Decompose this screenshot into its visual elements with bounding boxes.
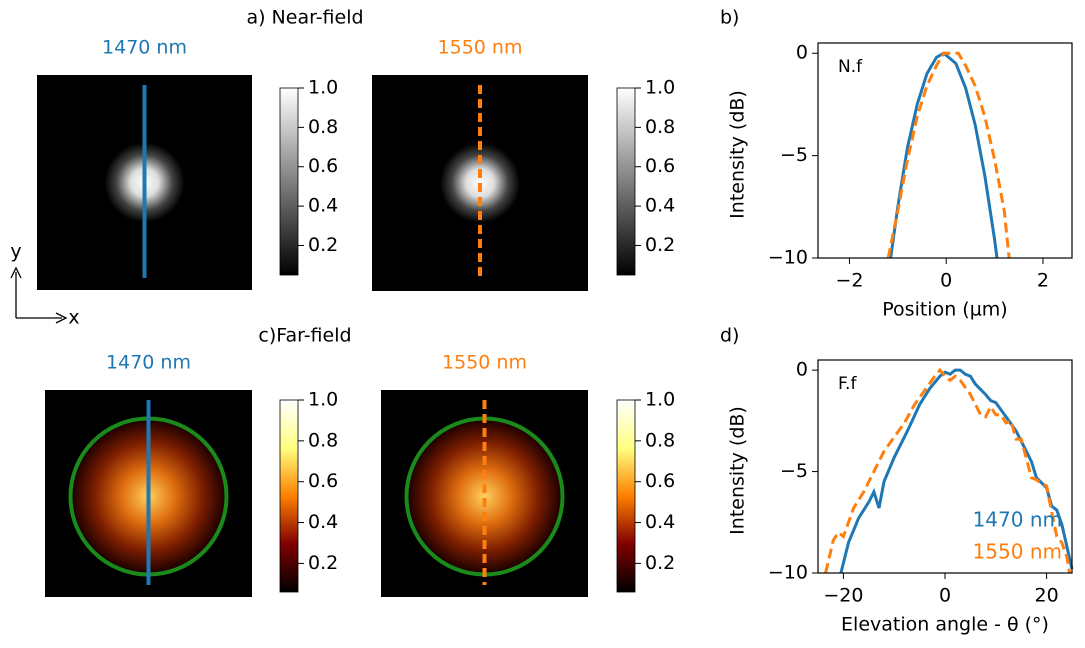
colorbar-tick-label: 1.0 bbox=[645, 77, 675, 99]
axis-glyph-label: x bbox=[68, 307, 79, 329]
x-tick-label: 0 bbox=[939, 585, 951, 607]
colorbar-tick-label: 0.8 bbox=[308, 429, 338, 451]
colorbar bbox=[616, 399, 636, 593]
panel-title: b) bbox=[720, 7, 739, 29]
colorbar-tick-label: 0.8 bbox=[645, 429, 675, 451]
plot-frame bbox=[817, 359, 1073, 574]
y-tick-label: 0 bbox=[796, 42, 808, 64]
colorbar-tick-label: 0.2 bbox=[308, 234, 338, 256]
colorbar-tick-label: 0.6 bbox=[308, 155, 338, 177]
colorbar-tick-label: 0.4 bbox=[645, 195, 675, 217]
colorbar bbox=[279, 399, 299, 593]
colorbar-tick-label: 0.6 bbox=[308, 470, 338, 492]
colorbar-tick-label: 0.4 bbox=[308, 511, 338, 533]
colorbar-tick-label: 0.2 bbox=[645, 234, 675, 256]
panel-title: c)Far-field bbox=[258, 325, 351, 347]
x-tick-label: −2 bbox=[835, 270, 863, 292]
plot-frame bbox=[817, 42, 1073, 259]
annotation: N.f bbox=[838, 57, 863, 77]
colorbar bbox=[279, 87, 299, 276]
colorbar-tick-label: 1.0 bbox=[308, 389, 338, 411]
image-title: 1470 nm bbox=[102, 37, 187, 59]
x-tick-label: −20 bbox=[823, 585, 863, 607]
y-tick-label: −10 bbox=[768, 247, 808, 269]
legend-label: 1470 nm bbox=[973, 508, 1062, 532]
image-title: 1470 nm bbox=[106, 352, 191, 374]
beam-spot bbox=[408, 420, 561, 573]
x-tick-label: 2 bbox=[1037, 270, 1049, 292]
annotation: F.f bbox=[838, 374, 857, 394]
colorbar bbox=[616, 87, 636, 276]
colorbar-tick-label: 0.2 bbox=[645, 552, 675, 574]
colorbar-tick-label: 0.8 bbox=[645, 116, 675, 138]
line-series bbox=[886, 51, 1011, 259]
colorbar-tick-label: 1.0 bbox=[308, 77, 338, 99]
line-series bbox=[889, 51, 999, 259]
y-tick-label: 0 bbox=[796, 359, 808, 381]
colorbar-tick-label: 0.6 bbox=[645, 155, 675, 177]
colorbar-tick-label: 1.0 bbox=[645, 389, 675, 411]
axis-glyph: y x bbox=[10, 241, 79, 329]
colorbar-tick-label: 0.6 bbox=[645, 470, 675, 492]
y-axis-label: Intensity (dB) bbox=[727, 406, 749, 535]
panel-title: d) bbox=[720, 325, 739, 347]
line-series bbox=[839, 368, 1074, 574]
legend-label: 1550 nm bbox=[973, 540, 1062, 564]
colorbar-tick-label: 0.2 bbox=[308, 552, 338, 574]
image-title: 1550 nm bbox=[438, 37, 523, 59]
panel-title: a) Near-field bbox=[246, 7, 363, 29]
x-axis-label: Position (µm) bbox=[882, 299, 1007, 321]
x-axis-label: Elevation angle - θ (°) bbox=[841, 614, 1049, 636]
x-tick-label: 0 bbox=[940, 270, 952, 292]
line-series bbox=[824, 367, 1071, 574]
y-tick-label: −5 bbox=[780, 460, 808, 482]
axis-glyph-label: y bbox=[10, 241, 21, 263]
x-tick-label: 20 bbox=[1035, 585, 1059, 607]
y-tick-label: −5 bbox=[780, 144, 808, 166]
y-tick-label: −10 bbox=[768, 562, 808, 584]
image-title: 1550 nm bbox=[442, 352, 527, 374]
colorbar-tick-label: 0.4 bbox=[308, 195, 338, 217]
y-axis-label: Intensity (dB) bbox=[727, 90, 749, 219]
colorbar-tick-label: 0.4 bbox=[645, 511, 675, 533]
colorbar-tick-label: 0.8 bbox=[308, 116, 338, 138]
